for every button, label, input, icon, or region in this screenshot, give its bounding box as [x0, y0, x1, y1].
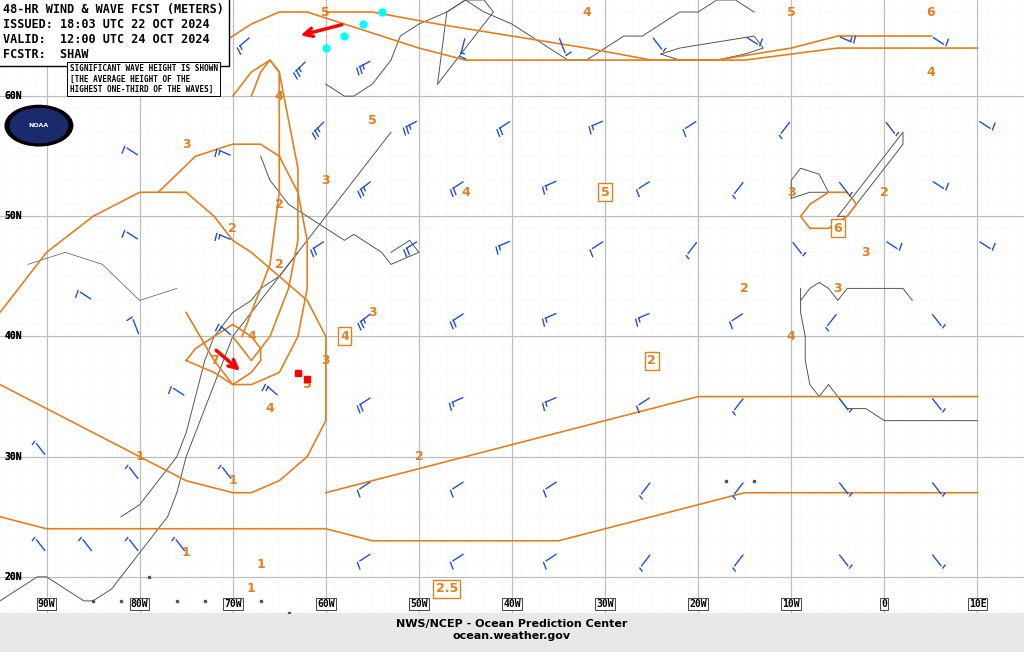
- Text: 20W: 20W: [689, 599, 707, 609]
- Circle shape: [10, 108, 68, 143]
- Text: 40N: 40N: [5, 331, 23, 342]
- Text: 5: 5: [368, 113, 377, 126]
- Text: 0: 0: [882, 599, 888, 609]
- Text: 4: 4: [265, 402, 274, 415]
- Text: 3: 3: [182, 138, 190, 151]
- Text: 5: 5: [303, 378, 311, 391]
- Text: 1: 1: [256, 558, 265, 571]
- Text: NOAA: NOAA: [29, 123, 49, 128]
- Text: 3: 3: [787, 186, 796, 199]
- Text: 2: 2: [647, 354, 656, 367]
- Text: SIGNIFICANT WAVE HEIGHT IS SHOWN
[THE AVERAGE HEIGHT OF THE
HIGHEST ONE-THIRD OF: SIGNIFICANT WAVE HEIGHT IS SHOWN [THE AV…: [70, 65, 218, 94]
- Text: 3: 3: [322, 354, 330, 367]
- Text: 48-HR WIND & WAVE FCST (METERS)
ISSUED: 18:03 UTC 22 OCT 2024
VALID:  12:00 UTC : 48-HR WIND & WAVE FCST (METERS) ISSUED: …: [3, 3, 224, 61]
- Text: 5: 5: [322, 5, 330, 18]
- Text: 60N: 60N: [5, 91, 23, 101]
- Text: 40N: 40N: [5, 331, 23, 342]
- Text: 3: 3: [368, 306, 377, 319]
- Text: 6: 6: [834, 222, 842, 235]
- Text: 90W: 90W: [38, 599, 55, 609]
- Text: 6: 6: [927, 5, 935, 18]
- Text: 5: 5: [601, 186, 609, 199]
- Text: 20N: 20N: [5, 572, 23, 582]
- Text: 7: 7: [210, 354, 218, 367]
- Text: 30N: 30N: [5, 452, 23, 462]
- Text: 2.5: 2.5: [435, 582, 458, 595]
- Text: 3: 3: [834, 282, 842, 295]
- Text: 60W: 60W: [317, 599, 335, 609]
- Text: 2: 2: [274, 258, 284, 271]
- Text: 4: 4: [461, 186, 470, 199]
- Text: 4: 4: [274, 89, 284, 102]
- Text: 30W: 30W: [596, 599, 614, 609]
- Text: 70W: 70W: [224, 599, 242, 609]
- Text: 10E: 10E: [969, 599, 986, 609]
- Text: 3: 3: [210, 42, 218, 55]
- Text: 5: 5: [786, 5, 796, 18]
- Text: 1: 1: [247, 582, 256, 595]
- Text: NWS/NCEP - Ocean Prediction Center
ocean.weather.gov: NWS/NCEP - Ocean Prediction Center ocean…: [396, 619, 628, 641]
- Text: 1: 1: [135, 450, 144, 463]
- Circle shape: [5, 106, 73, 146]
- Text: 60N: 60N: [5, 91, 23, 101]
- Text: 4: 4: [927, 66, 935, 79]
- Text: 1: 1: [182, 546, 190, 559]
- Text: 4: 4: [786, 330, 796, 343]
- Text: 30N: 30N: [5, 452, 23, 462]
- Text: 4: 4: [340, 330, 349, 343]
- Text: 20N: 20N: [5, 572, 23, 582]
- Text: 2: 2: [274, 198, 284, 211]
- Text: 4: 4: [247, 330, 256, 343]
- Text: 3: 3: [861, 246, 870, 259]
- Text: 80W: 80W: [131, 599, 148, 609]
- Text: 10W: 10W: [782, 599, 800, 609]
- Text: 2: 2: [880, 186, 889, 199]
- Text: 50N: 50N: [5, 211, 23, 221]
- Text: 50W: 50W: [410, 599, 428, 609]
- Text: 2: 2: [415, 450, 423, 463]
- Text: 3: 3: [322, 174, 330, 186]
- Text: 2: 2: [228, 222, 238, 235]
- Text: 2: 2: [740, 282, 750, 295]
- Text: 4: 4: [582, 5, 591, 18]
- Text: 1: 1: [228, 474, 238, 487]
- Text: 50N: 50N: [5, 211, 23, 221]
- Text: 40W: 40W: [503, 599, 521, 609]
